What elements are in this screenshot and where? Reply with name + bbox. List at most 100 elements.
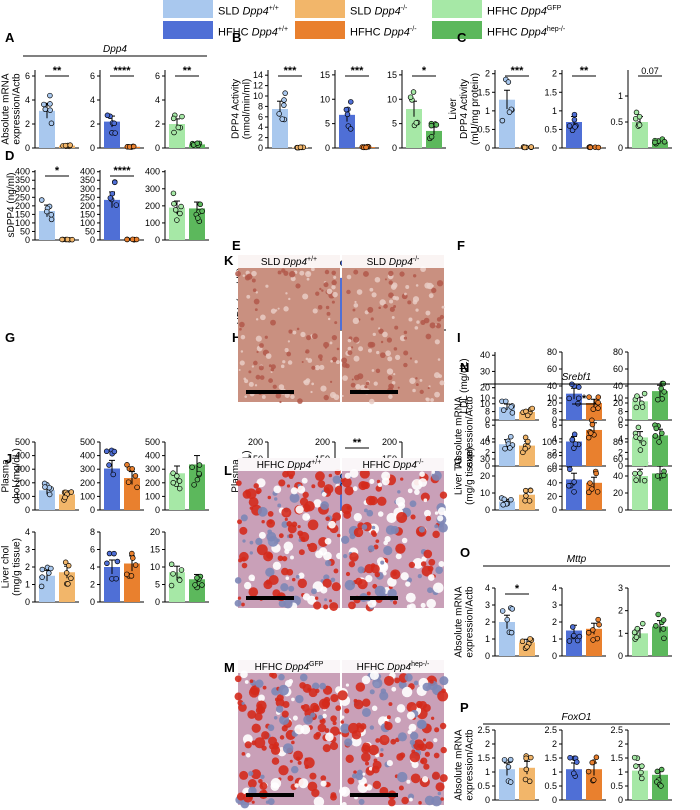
lipid-droplet [250, 769, 262, 780]
tick-label: 0 [618, 651, 623, 661]
tissue-dot [295, 283, 301, 289]
lipid-droplet [434, 524, 439, 529]
lipid-droplet [258, 694, 265, 702]
lipid-droplet [384, 720, 389, 725]
tissue-dot [270, 308, 277, 314]
tissue-dot [284, 392, 290, 398]
data-point [42, 106, 49, 113]
subplot: 0 0.5 1 1.5 2 2.5 [477, 725, 539, 805]
tick-label: 0 [258, 143, 263, 153]
data-point [640, 440, 647, 446]
tissue-dot [425, 310, 431, 316]
sig-label: ** [183, 65, 192, 77]
tissue-dot [311, 365, 316, 370]
lipid-droplet [234, 675, 242, 683]
data-point [171, 129, 177, 136]
lipid-droplet [439, 676, 449, 686]
lipid-droplet [356, 724, 365, 733]
data-point [174, 473, 180, 479]
lipid-droplet [344, 708, 350, 714]
tick-label: 0 [552, 143, 557, 153]
caption-diet: HFHC [357, 662, 388, 673]
lipid-droplet [401, 537, 408, 544]
data-point [593, 470, 599, 477]
lipid-droplet [409, 739, 416, 746]
tick-label: 0 [618, 143, 623, 153]
data-point [168, 582, 175, 589]
lipid-droplet [341, 802, 347, 807]
tick-label: 20 [613, 488, 623, 498]
axis-label: sDPP4 (ng/ml) [6, 172, 17, 237]
data-point [567, 466, 573, 473]
data-point [661, 138, 668, 145]
lipid-droplet [267, 511, 274, 517]
lipid-droplet [267, 724, 275, 732]
data-point [596, 621, 602, 628]
lipid-droplet [385, 525, 396, 535]
legend-gene: Dpp4 [520, 26, 547, 39]
axis-label: expression/Actb [465, 729, 476, 801]
lipid-droplet [287, 775, 294, 782]
data-point [39, 566, 46, 573]
tick-label: 10 [613, 393, 623, 403]
lipid-droplet [337, 690, 348, 701]
tick-label: 20 [150, 527, 160, 537]
tissue-dot [331, 270, 336, 276]
tissue-dot [334, 321, 338, 325]
data-point [641, 390, 648, 397]
axis-label: Absolute mRNA [454, 729, 465, 800]
lipid-droplet [241, 751, 246, 756]
lipid-droplet [372, 583, 378, 589]
tissue-dot [285, 292, 288, 295]
lipid-droplet [377, 511, 384, 517]
lipid-droplet [273, 716, 278, 720]
image-caption-bg [238, 458, 340, 471]
lipid-droplet [437, 791, 442, 796]
lipid-droplet [369, 670, 379, 680]
tick-label: 2 [155, 119, 160, 129]
lipid-droplet [353, 527, 364, 538]
lipid-droplet [394, 677, 401, 684]
lipid-droplet [410, 773, 421, 784]
lipid-droplet [353, 513, 362, 522]
sig-label: 0.07 [641, 66, 659, 76]
tissue-dot [331, 356, 338, 363]
tick-label: 400 [145, 451, 160, 461]
lipid-droplet [271, 672, 278, 679]
tick-label: 1 [552, 106, 557, 116]
legend-label: SLD [218, 5, 240, 18]
data-point [509, 410, 516, 416]
lipid-droplet [396, 771, 408, 783]
subplot: 0 1 2 3 4 [25, 527, 79, 607]
lipid-droplet [383, 545, 393, 556]
axis-label: Plasma [1, 459, 12, 493]
lipid-droplet [369, 725, 375, 730]
lipid-droplet [395, 553, 402, 560]
data-point [574, 637, 581, 644]
tissue-dot [251, 278, 256, 283]
tissue-dot [438, 374, 443, 379]
tick-label: 0 [618, 795, 623, 805]
tick-label: 500 [145, 437, 160, 447]
lipid-droplet [279, 714, 290, 726]
lipid-droplet [382, 571, 387, 576]
lipid-droplet [362, 772, 366, 776]
tick-label: 0 [618, 461, 623, 471]
lipid-droplet [277, 555, 284, 562]
data-point [585, 434, 592, 441]
sig-label: **** [113, 165, 131, 177]
lipid-droplet [336, 533, 341, 538]
data-point [106, 462, 112, 468]
lipid-droplet [361, 707, 371, 717]
data-point [576, 384, 582, 390]
tissue-dot [255, 374, 261, 380]
tick-label: 40 [613, 381, 623, 391]
data-point [590, 406, 597, 412]
tissue-dot [350, 382, 356, 388]
tissue-dot [302, 293, 309, 300]
image-caption-bg [238, 660, 340, 673]
data-point [640, 620, 646, 627]
